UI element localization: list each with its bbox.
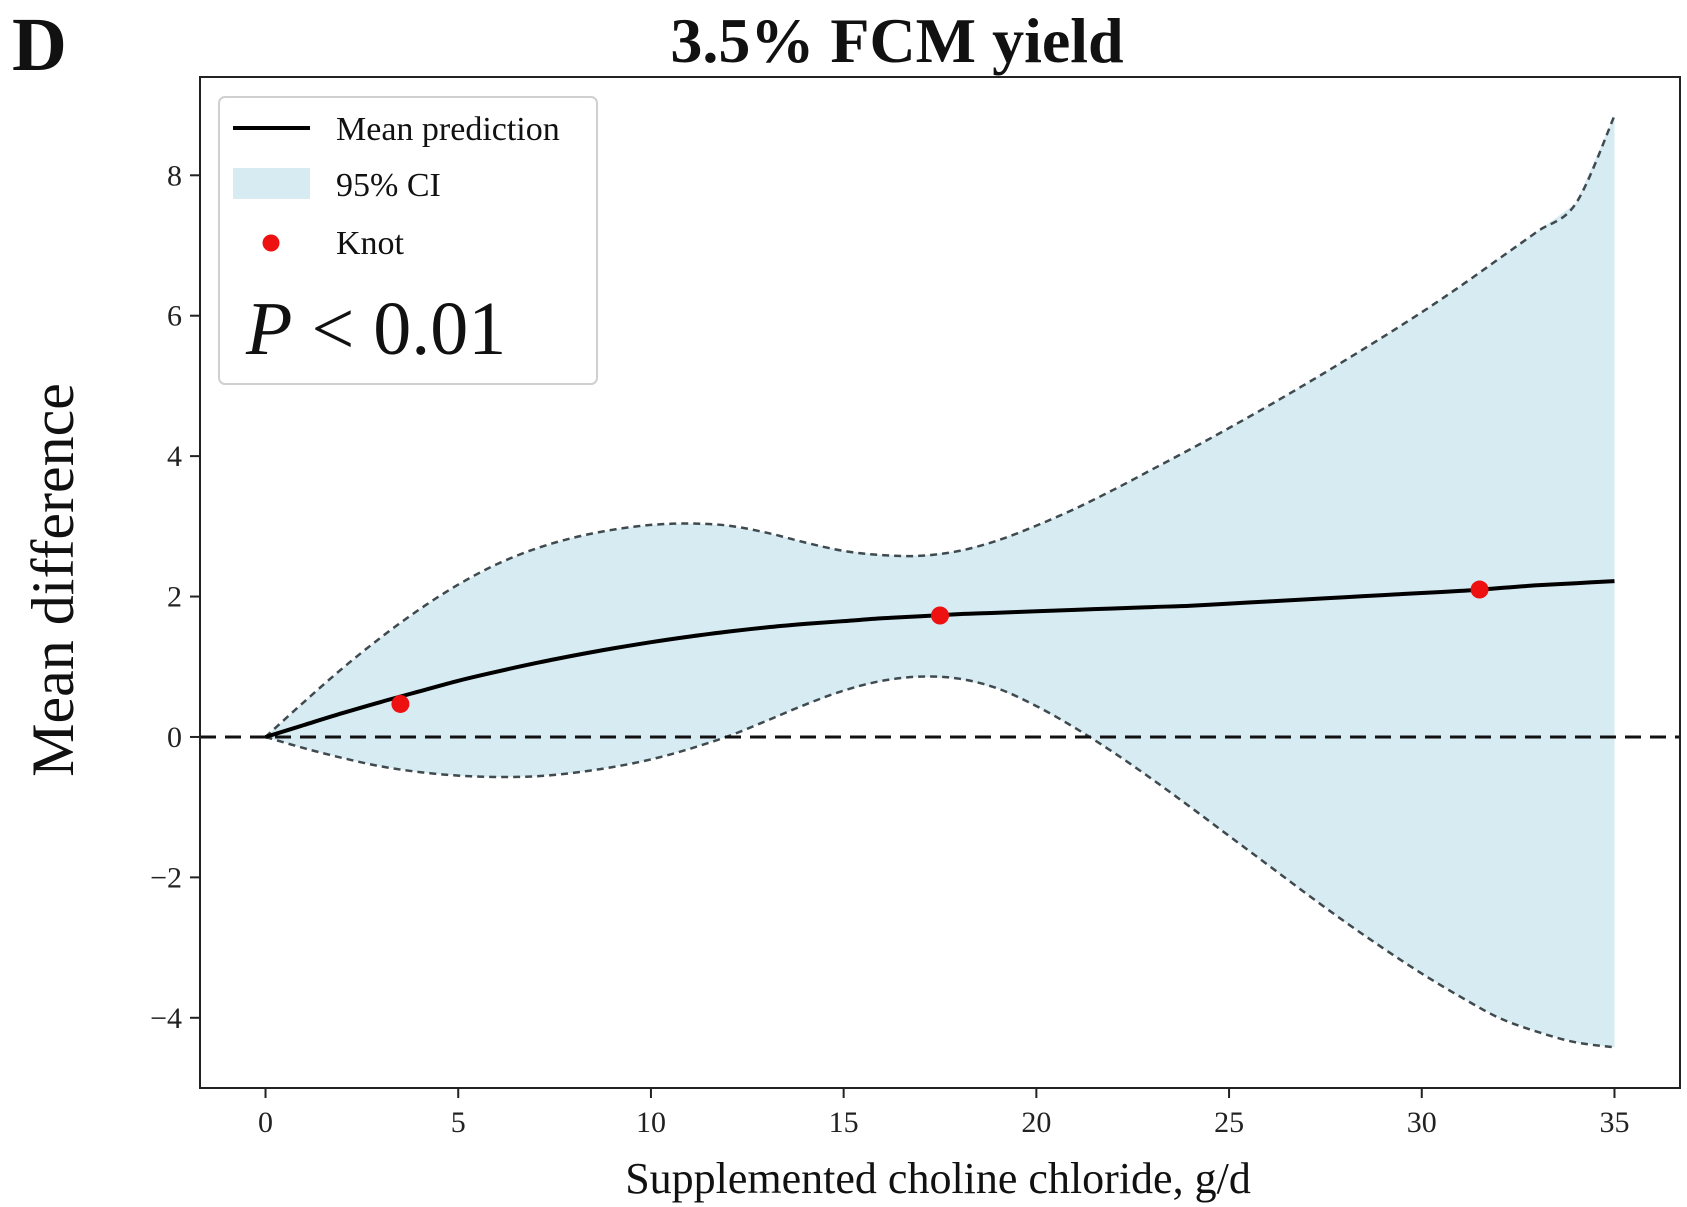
chart-title: 3.5% FCM yield	[670, 5, 1123, 76]
knot-point	[931, 606, 949, 625]
x-tick-label: 35	[1599, 1106, 1629, 1139]
y-tick-label: 2	[167, 581, 182, 614]
y-tick-label: 8	[167, 159, 182, 192]
y-tick-label: −2	[150, 861, 182, 894]
legend: Mean prediction 95% CI Knot P < 0.01	[218, 96, 598, 385]
y-tick-label: 6	[167, 300, 182, 333]
y-tick-label: −4	[150, 1002, 182, 1035]
legend-label-knot: Knot	[336, 225, 405, 262]
y-axis-title: Mean difference	[20, 383, 86, 777]
x-tick-label: 5	[451, 1106, 466, 1139]
legend-label-ci: 95% CI	[336, 167, 441, 204]
panel-letter: D	[12, 3, 67, 87]
legend-swatch-knot	[262, 234, 280, 252]
x-axis-title: Supplemented choline chloride, g/d	[625, 1154, 1251, 1203]
legend-box	[218, 96, 598, 385]
x-tick-label: 20	[1021, 1106, 1051, 1139]
x-tick-label: 0	[258, 1106, 273, 1139]
x-tick-label: 10	[636, 1106, 666, 1139]
y-tick-label: 0	[167, 721, 182, 754]
ci-upper-line	[264, 115, 1616, 738]
y-tick-label: 4	[167, 440, 182, 473]
x-tick-label: 15	[829, 1106, 859, 1139]
x-tick-label: 25	[1214, 1106, 1244, 1139]
x-tick-label: 30	[1407, 1106, 1437, 1139]
legend-label-mean: Mean prediction	[336, 111, 560, 148]
p-value-annotation: P < 0.01	[245, 287, 506, 371]
knot-point	[1470, 580, 1489, 599]
ci-band	[265, 115, 1615, 1048]
legend-swatch-ci	[233, 168, 310, 199]
plot-frame	[199, 76, 1681, 1089]
p-value-symbol: P	[245, 287, 292, 371]
knot-point	[391, 694, 410, 713]
ci-lower-line	[265, 675, 1615, 1049]
plot-area	[199, 76, 1681, 1089]
p-value-text: < 0.01	[292, 287, 506, 371]
axis-ticks: 0 5 10 15 20 25 30 35 −4 −2 0 2 4 6 8	[150, 159, 1629, 1139]
